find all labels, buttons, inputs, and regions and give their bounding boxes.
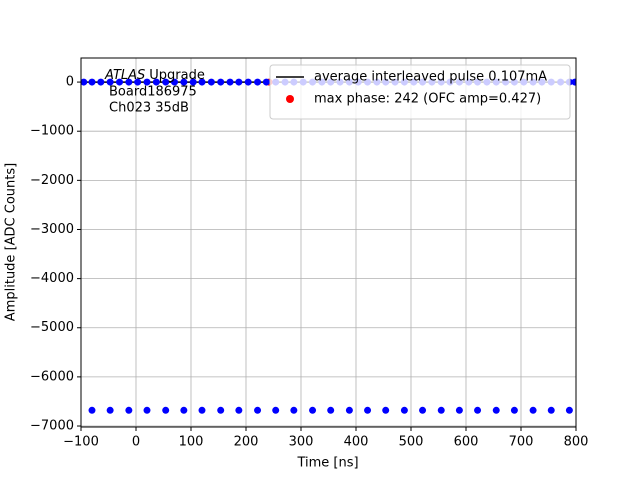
data-point <box>272 406 280 414</box>
data-point <box>474 406 482 414</box>
annotation: Ch023 35dB <box>109 101 189 116</box>
annotation-text: Upgrade <box>149 68 205 83</box>
data-point <box>419 406 427 414</box>
data-point <box>143 78 151 86</box>
data-point <box>162 78 170 86</box>
y-tick-label: −2000 <box>30 173 74 188</box>
data-point <box>309 406 317 414</box>
data-point <box>571 78 576 86</box>
y-tick-label: −5000 <box>30 320 74 335</box>
data-point <box>364 406 372 414</box>
data-point <box>106 78 114 86</box>
data-point <box>198 406 206 414</box>
data-point <box>180 406 188 414</box>
data-point <box>235 78 243 86</box>
data-point <box>382 406 390 414</box>
data-point <box>529 406 537 414</box>
data-point <box>565 406 573 414</box>
data-point <box>455 406 463 414</box>
data-point <box>547 406 555 414</box>
x-axis-label: Time [ns] <box>296 456 358 471</box>
data-point <box>217 406 225 414</box>
x-tick-label: 200 <box>234 435 259 450</box>
legend-box <box>269 64 571 120</box>
data-point <box>116 78 123 86</box>
data-point <box>400 406 408 414</box>
data-point <box>134 78 142 86</box>
data-point <box>254 78 262 86</box>
data-point <box>106 406 114 414</box>
x-tick-label: −100 <box>63 435 99 450</box>
x-tick-label: 0 <box>132 435 140 450</box>
data-point <box>152 78 160 86</box>
data-point <box>437 406 445 414</box>
data-point <box>217 78 225 86</box>
annotation: ATLAS Upgrade <box>104 68 205 83</box>
legend-marker <box>286 95 294 103</box>
data-point <box>189 78 197 86</box>
data-point <box>492 406 500 414</box>
y-tick-label: −6000 <box>30 369 74 384</box>
data-point <box>345 406 353 414</box>
x-tick-label: 400 <box>344 435 369 450</box>
x-tick-label: 500 <box>399 435 424 450</box>
annotation: Board186975 <box>109 85 197 100</box>
y-tick-label: −1000 <box>30 124 74 139</box>
data-point <box>97 78 105 86</box>
data-point <box>162 406 170 414</box>
x-tick-label: 600 <box>454 435 479 450</box>
data-point <box>226 78 234 86</box>
y-tick-label: −3000 <box>30 222 74 237</box>
x-tick-label: 300 <box>289 435 314 450</box>
x-tick-label: 100 <box>179 435 204 450</box>
data-point <box>88 78 96 86</box>
y-tick-label: 0 <box>66 75 74 90</box>
y-tick-label: −4000 <box>30 271 74 286</box>
data-point <box>198 78 206 86</box>
data-point <box>327 406 335 414</box>
data-point <box>180 78 188 86</box>
data-point <box>171 78 178 86</box>
data-point <box>290 406 298 414</box>
data-point <box>510 406 518 414</box>
data-point <box>254 406 262 414</box>
data-point <box>143 406 151 414</box>
data-point <box>262 78 270 86</box>
data-point <box>88 406 96 414</box>
data-point <box>235 406 243 414</box>
legend-label: average interleaved pulse 0.107mA <box>314 70 547 85</box>
legend-label: max phase: 242 (OFC amp=0.427) <box>314 92 541 107</box>
data-point <box>244 78 252 86</box>
x-tick-label: 700 <box>509 435 534 450</box>
data-point <box>125 406 133 414</box>
data-point <box>207 78 215 86</box>
y-tick-label: −7000 <box>30 419 74 434</box>
data-point <box>125 78 133 86</box>
data-point <box>81 78 88 86</box>
x-tick-label: 800 <box>564 435 589 450</box>
annotation-italic: ATLAS <box>104 68 145 83</box>
plot-frame <box>80 57 577 428</box>
y-axis-label: Amplitude [ADC Counts] <box>4 163 19 321</box>
